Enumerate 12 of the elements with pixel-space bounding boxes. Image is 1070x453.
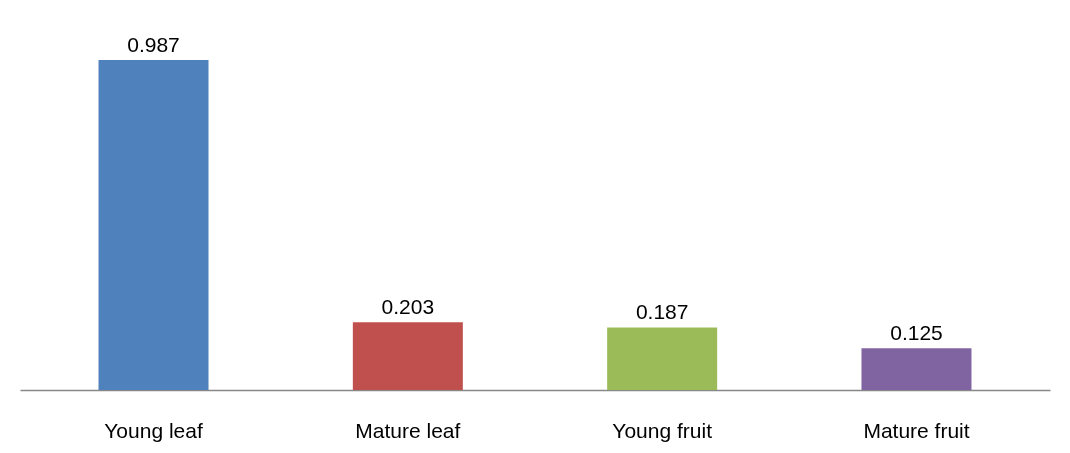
data-label: 0.187 <box>635 300 689 324</box>
data-label: 0.203 <box>381 295 435 319</box>
x-tick-label: Young leaf <box>104 418 203 442</box>
x-tick-label: Mature leaf <box>355 418 461 442</box>
x-tick-label: Young fruit <box>612 418 713 442</box>
data-label: 0.987 <box>127 33 180 56</box>
bar <box>861 348 972 390</box>
data-label: 0.125 <box>890 321 943 345</box>
bar <box>98 60 209 390</box>
bar <box>352 322 463 390</box>
bar <box>607 327 718 390</box>
x-tick-label: Mature fruit <box>863 418 970 442</box>
